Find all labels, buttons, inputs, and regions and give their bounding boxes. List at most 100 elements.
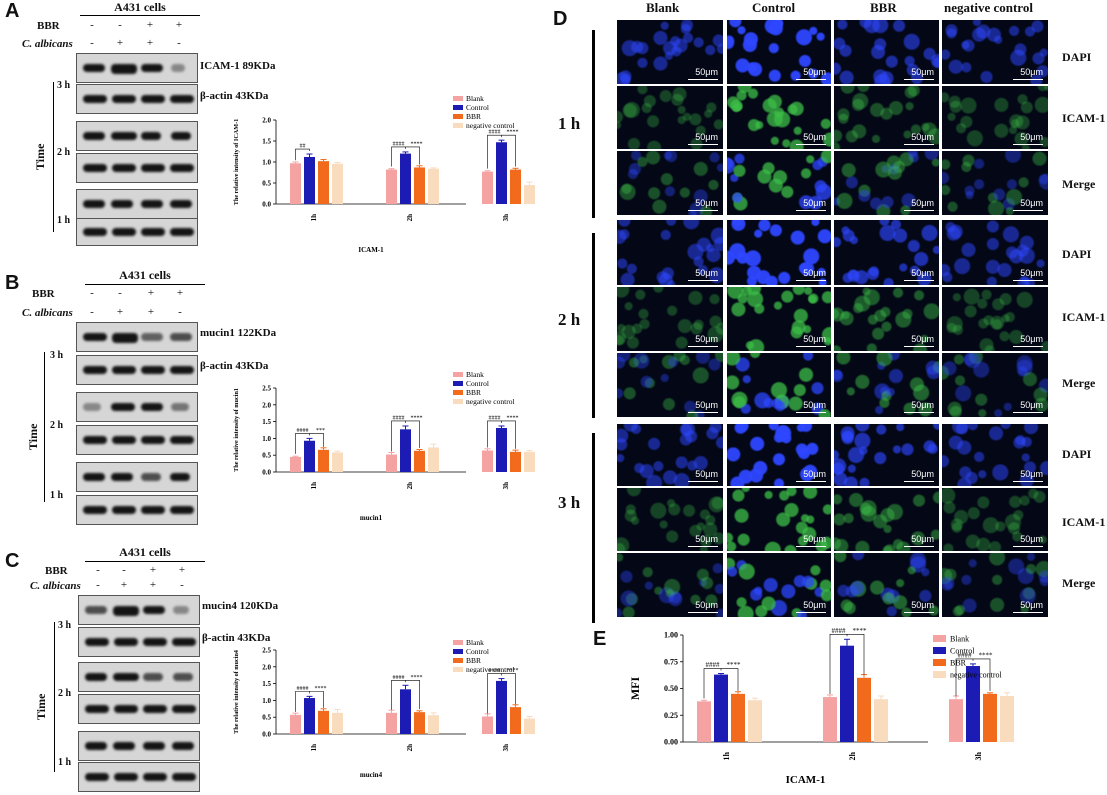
- scale-bar: [796, 79, 826, 80]
- y-tick-label: 0.50: [664, 684, 678, 693]
- legend-swatch: [453, 372, 463, 377]
- significance-bracket: [973, 658, 991, 691]
- western-blot-band: [78, 762, 200, 792]
- significance-bracket: [391, 679, 406, 710]
- time-group-label: 2 h: [558, 310, 581, 329]
- bbr-sign: +: [178, 564, 186, 576]
- bbr-sign: +: [175, 19, 183, 31]
- bar: [290, 714, 301, 734]
- bbr-row-label: BBR: [37, 20, 60, 32]
- actin-label: β-actin 43KDa: [200, 360, 269, 372]
- time-label: 2 h: [58, 688, 72, 699]
- scale-bar: [796, 481, 826, 482]
- bar: [840, 645, 854, 742]
- bar: [304, 440, 315, 472]
- legend-label: BBR: [466, 388, 481, 397]
- calbicans-row-label: C. albicans: [30, 580, 81, 592]
- scale-bar-label: 50μm: [803, 469, 826, 479]
- significance-bracket: [955, 658, 974, 697]
- significance-mark: ####: [393, 415, 405, 421]
- western-blot-band: [76, 355, 198, 385]
- legend-label: negative control: [466, 397, 515, 406]
- bbr-sign: +: [146, 19, 154, 31]
- legend-label: Blank: [950, 635, 969, 644]
- scale-bar-label: 50μm: [695, 400, 718, 410]
- bbr-sign: -: [122, 564, 126, 576]
- y-tick-label: 0.75: [664, 657, 678, 666]
- scale-bar-label: 50μm: [1020, 67, 1043, 77]
- micrograph: 50μm: [834, 287, 939, 351]
- bar: [510, 707, 521, 734]
- bar: [983, 693, 997, 742]
- y-axis-label: The relative intensity of mucin1: [233, 388, 240, 472]
- cell-line-title: A431 cells: [119, 268, 171, 282]
- bar: [496, 142, 507, 204]
- actin-label: β-actin 43KDa: [200, 90, 269, 102]
- bar: [697, 701, 711, 742]
- y-tick-label: 0.5: [262, 452, 271, 460]
- row-label: DAPI: [1062, 50, 1092, 64]
- legend-swatch: [453, 381, 463, 386]
- significance-bracket: [501, 420, 516, 449]
- legend-swatch: [453, 96, 463, 101]
- bbr-sign: -: [90, 19, 94, 31]
- micrograph: 50μm: [727, 287, 831, 351]
- significance-mark: ****: [507, 415, 519, 421]
- bar: [823, 697, 837, 742]
- x-axis-label: ICAM-1: [786, 774, 826, 786]
- legend-swatch: [453, 114, 463, 119]
- calb-sign: +: [149, 579, 157, 591]
- scale-bar: [1013, 79, 1043, 80]
- y-tick-label: 2.0: [262, 117, 271, 125]
- bar: [731, 693, 745, 742]
- scale-bar-label: 50μm: [803, 534, 826, 544]
- y-tick-label: 2.5: [262, 647, 271, 655]
- scale-bar-label: 50μm: [695, 268, 718, 278]
- significance-mark: ****: [411, 675, 423, 681]
- scale-bar-label: 50μm: [1020, 268, 1043, 278]
- scale-bar-label: 50μm: [803, 600, 826, 610]
- scale-bar: [904, 79, 934, 80]
- title-underline: [85, 561, 205, 562]
- scale-bar-label: 50μm: [695, 469, 718, 479]
- bbr-sign: -: [118, 287, 122, 299]
- scale-bar-label: 50μm: [911, 198, 934, 208]
- western-blot-band: [76, 218, 198, 246]
- western-blot-band: [76, 121, 198, 151]
- scale-bar: [904, 144, 934, 145]
- scale-bar: [1013, 612, 1043, 613]
- significance-bracket: [487, 420, 502, 448]
- cell-line-title: A431 cells: [119, 545, 171, 559]
- time-axis-label: Time: [34, 693, 48, 720]
- significance-bracket: [309, 691, 324, 708]
- target-protein-label: ICAM-1 89KDa: [200, 60, 276, 72]
- bbr-sign: +: [147, 287, 155, 299]
- scale-bar: [1013, 481, 1043, 482]
- micrograph: 50μm: [834, 553, 939, 617]
- y-tick-label: 0.5: [262, 180, 271, 188]
- bar: [496, 427, 507, 472]
- scale-bar: [688, 280, 718, 281]
- western-blot-band: [76, 189, 198, 219]
- scale-bar-label: 50μm: [1020, 198, 1043, 208]
- bar: [482, 171, 493, 204]
- scale-bar: [796, 612, 826, 613]
- y-tick-label: 2.0: [262, 401, 271, 409]
- scale-bar: [688, 412, 718, 413]
- scale-bar: [1013, 346, 1043, 347]
- bar: [318, 161, 329, 204]
- significance-mark: ****: [507, 668, 519, 674]
- category-label: 3h: [502, 744, 510, 752]
- western-blot-band: [76, 392, 198, 422]
- panel-letter-b: B: [5, 272, 20, 294]
- significance-mark: ***: [316, 428, 325, 434]
- western-blot-band: [76, 495, 198, 525]
- x-axis-label: ICAM-1: [358, 246, 384, 254]
- y-tick-label: 1.0: [262, 697, 271, 705]
- micrograph: 50μm: [727, 488, 831, 551]
- time-bracket: [44, 352, 45, 502]
- scale-bar: [1013, 546, 1043, 547]
- scale-bar: [688, 612, 718, 613]
- bbr-row-label: BBR: [32, 288, 55, 300]
- significance-mark: ****: [411, 415, 423, 421]
